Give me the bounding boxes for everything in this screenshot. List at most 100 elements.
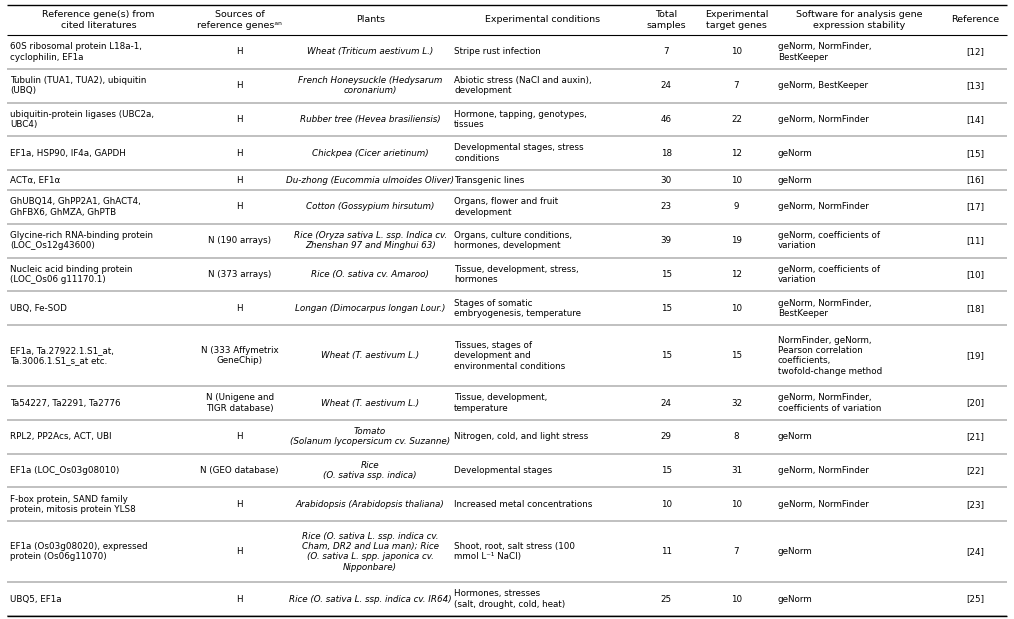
Text: geNorm: geNorm (778, 547, 812, 556)
Text: Rubber tree (Hevea brasiliensis): Rubber tree (Hevea brasiliensis) (300, 115, 440, 124)
Text: [18]: [18] (966, 304, 985, 313)
Text: 15: 15 (661, 304, 671, 313)
Text: [22]: [22] (966, 466, 984, 475)
Text: geNorm, coefficients of
variation: geNorm, coefficients of variation (778, 265, 880, 284)
Text: RPL2, PP2Acs, ACT, UBI: RPL2, PP2Acs, ACT, UBI (10, 432, 112, 441)
Text: Sources of
reference genesᵃⁿ: Sources of reference genesᵃⁿ (198, 11, 282, 30)
Text: 24: 24 (661, 399, 671, 407)
Text: Tomato
(Solanum lycopersicum cv. Suzanne): Tomato (Solanum lycopersicum cv. Suzanne… (290, 427, 450, 446)
Text: Plants: Plants (356, 15, 384, 25)
Text: Organs, culture conditions,
hormones, development: Organs, culture conditions, hormones, de… (454, 231, 572, 251)
Text: H: H (236, 149, 243, 158)
Text: Experimental conditions: Experimental conditions (485, 15, 600, 25)
Text: [17]: [17] (966, 202, 985, 212)
Text: geNorm: geNorm (778, 432, 812, 441)
Text: H: H (236, 432, 243, 441)
Text: 15: 15 (661, 466, 671, 475)
Text: 8: 8 (734, 432, 739, 441)
Text: N (373 arrays): N (373 arrays) (208, 270, 272, 279)
Text: [20]: [20] (966, 399, 985, 407)
Text: Shoot, root, salt stress (100
mmol L⁻¹ NaCl): Shoot, root, salt stress (100 mmol L⁻¹ N… (454, 542, 575, 561)
Text: [16]: [16] (966, 176, 984, 184)
Text: [21]: [21] (966, 432, 984, 441)
Text: 23: 23 (661, 202, 671, 212)
Text: N (Unigene and
TIGR database): N (Unigene and TIGR database) (206, 393, 274, 413)
Text: Transgenic lines: Transgenic lines (454, 176, 524, 184)
Text: EF1a (LOC_Os03g08010): EF1a (LOC_Os03g08010) (10, 466, 120, 475)
Text: geNorm, NormFinder,
BestKeeper: geNorm, NormFinder, BestKeeper (778, 42, 871, 61)
Text: F-box protein, SAND family
protein, mitosis protein YLS8: F-box protein, SAND family protein, mito… (10, 495, 136, 514)
Text: Wheat (T. aestivum L.): Wheat (T. aestivum L.) (321, 399, 419, 407)
Text: French Honeysuckle (Hedysarum
coronarium): French Honeysuckle (Hedysarum coronarium… (298, 76, 442, 95)
Text: [13]: [13] (966, 81, 985, 90)
Text: Total
samples: Total samples (646, 11, 686, 30)
Text: Reference gene(s) from
cited literatures: Reference gene(s) from cited literatures (43, 11, 155, 30)
Text: 29: 29 (661, 432, 671, 441)
Text: Rice (Oryza sativa L. ssp. Indica cv.
Zhenshan 97 and Minghui 63): Rice (Oryza sativa L. ssp. Indica cv. Zh… (294, 231, 447, 251)
Text: 10: 10 (731, 48, 742, 56)
Text: 32: 32 (731, 399, 742, 407)
Text: [11]: [11] (966, 236, 984, 245)
Text: [24]: [24] (966, 547, 984, 556)
Text: [25]: [25] (966, 595, 985, 604)
Text: Stages of somatic
embryogenesis, temperature: Stages of somatic embryogenesis, tempera… (454, 298, 581, 318)
Text: [10]: [10] (966, 270, 985, 279)
Text: H: H (236, 202, 243, 212)
Text: [19]: [19] (966, 351, 984, 360)
Text: 24: 24 (661, 81, 671, 90)
Text: geNorm, coefficients of
variation: geNorm, coefficients of variation (778, 231, 880, 251)
Text: 15: 15 (661, 270, 671, 279)
Text: H: H (236, 547, 243, 556)
Text: [23]: [23] (966, 500, 985, 509)
Text: Chickpea (Cicer arietinum): Chickpea (Cicer arietinum) (312, 149, 429, 158)
Text: N (GEO database): N (GEO database) (201, 466, 279, 475)
Text: Tissue, development,
temperature: Tissue, development, temperature (454, 393, 548, 413)
Text: Reference: Reference (951, 15, 999, 25)
Text: Experimental
target genes: Experimental target genes (705, 11, 769, 30)
Text: Software for analysis gene
expression stability: Software for analysis gene expression st… (796, 11, 922, 30)
Text: 25: 25 (661, 595, 671, 604)
Text: UBQ5, EF1a: UBQ5, EF1a (10, 595, 62, 604)
Text: 12: 12 (731, 270, 742, 279)
Text: Glycine-rich RNA-binding protein
(LOC_Os12g43600): Glycine-rich RNA-binding protein (LOC_Os… (10, 231, 153, 251)
Text: [12]: [12] (966, 48, 984, 56)
Text: ubiquitin-protein ligases (UBC2a,
UBC4): ubiquitin-protein ligases (UBC2a, UBC4) (10, 110, 154, 129)
Text: NormFinder, geNorm,
Pearson correlation
coefficients,
twofold-change method: NormFinder, geNorm, Pearson correlation … (778, 335, 882, 376)
Text: GhUBQ14, GhPP2A1, GhACT4,
GhFBX6, GhMZA, GhPTB: GhUBQ14, GhPP2A1, GhACT4, GhFBX6, GhMZA,… (10, 197, 141, 217)
Text: Wheat (Triticum aestivum L.): Wheat (Triticum aestivum L.) (307, 48, 433, 56)
Text: 46: 46 (661, 115, 671, 124)
Text: Cotton (Gossypium hirsutum): Cotton (Gossypium hirsutum) (306, 202, 434, 212)
Text: Rice (O. sativa cv. Amaroo): Rice (O. sativa cv. Amaroo) (311, 270, 429, 279)
Text: Wheat (T. aestivum L.): Wheat (T. aestivum L.) (321, 351, 419, 360)
Text: Tissues, stages of
development and
environmental conditions: Tissues, stages of development and envir… (454, 340, 566, 371)
Text: 15: 15 (731, 351, 742, 360)
Text: Tubulin (TUA1, TUA2), ubiquitin
(UBQ): Tubulin (TUA1, TUA2), ubiquitin (UBQ) (10, 76, 146, 95)
Text: 9: 9 (734, 202, 739, 212)
Text: 11: 11 (661, 547, 671, 556)
Text: 22: 22 (731, 115, 742, 124)
Text: EF1a, HSP90, IF4a, GAPDH: EF1a, HSP90, IF4a, GAPDH (10, 149, 126, 158)
Text: Developmental stages, stress
conditions: Developmental stages, stress conditions (454, 144, 584, 163)
Text: Nucleic acid binding protein
(LOC_Os06 g11170.1): Nucleic acid binding protein (LOC_Os06 g… (10, 265, 133, 284)
Text: Nitrogen, cold, and light stress: Nitrogen, cold, and light stress (454, 432, 588, 441)
Text: Rice (O. sativa L. ssp. indica cv. IR64): Rice (O. sativa L. ssp. indica cv. IR64) (289, 595, 451, 604)
Text: Rice
(O. sativa ssp. indica): Rice (O. sativa ssp. indica) (323, 461, 417, 480)
Text: 12: 12 (731, 149, 742, 158)
Text: 7: 7 (663, 48, 669, 56)
Text: geNorm, NormFinder,
coefficients of variation: geNorm, NormFinder, coefficients of vari… (778, 393, 881, 413)
Text: 7: 7 (734, 547, 739, 556)
Text: 10: 10 (731, 304, 742, 313)
Text: EF1a (Os03g08020), expressed
protein (Os06g11070): EF1a (Os03g08020), expressed protein (Os… (10, 542, 148, 561)
Text: Hormones, stresses
(salt, drought, cold, heat): Hormones, stresses (salt, drought, cold,… (454, 589, 566, 609)
Text: geNorm, NormFinder: geNorm, NormFinder (778, 115, 869, 124)
Text: geNorm, BestKeeper: geNorm, BestKeeper (778, 81, 868, 90)
Text: Developmental stages: Developmental stages (454, 466, 553, 475)
Text: N (333 Affymetrix
GeneChip): N (333 Affymetrix GeneChip) (201, 346, 279, 365)
Text: 18: 18 (661, 149, 671, 158)
Text: H: H (236, 304, 243, 313)
Text: [14]: [14] (966, 115, 984, 124)
Text: 31: 31 (731, 466, 742, 475)
Text: Tissue, development, stress,
hormones: Tissue, development, stress, hormones (454, 265, 579, 284)
Text: 7: 7 (734, 81, 739, 90)
Text: 30: 30 (660, 176, 672, 184)
